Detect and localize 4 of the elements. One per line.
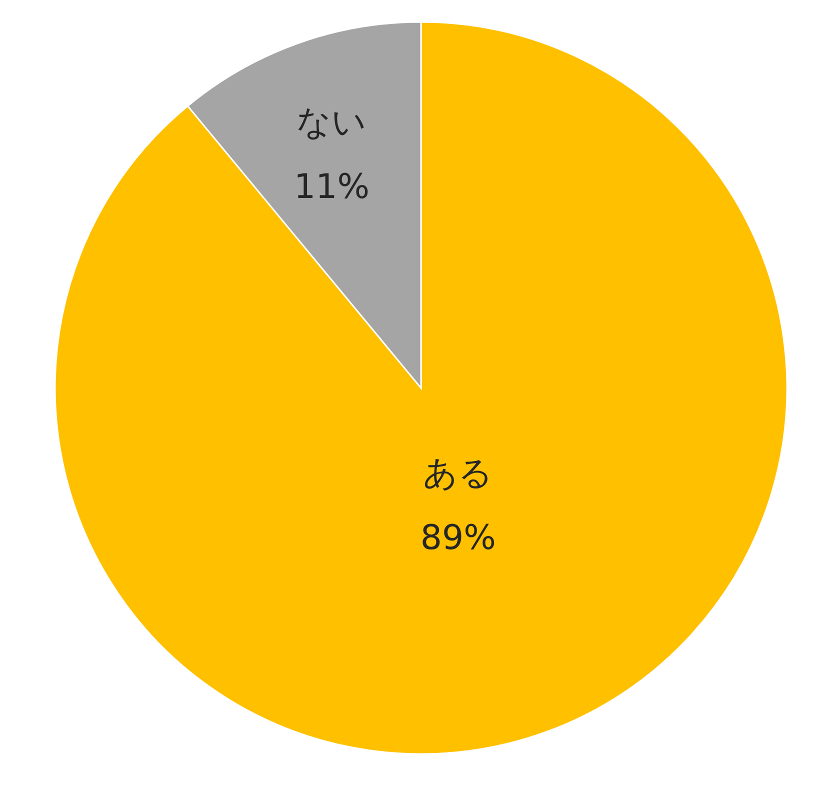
slice-label: ない [296, 102, 367, 142]
data-label: 89% [420, 518, 496, 558]
data-label: 11% [294, 166, 370, 207]
slice-label: ある [423, 454, 494, 494]
